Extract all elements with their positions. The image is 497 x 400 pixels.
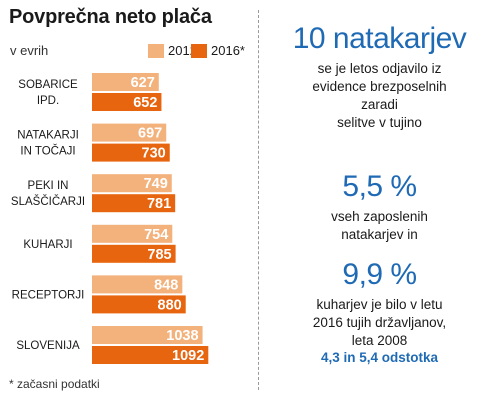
bar-value-label: 749 — [144, 176, 168, 192]
bar-value-label: 781 — [147, 196, 171, 212]
category-label: SOBARICE IPD. — [18, 79, 78, 107]
legend-swatch-2012 — [148, 43, 164, 58]
bar-2016 — [92, 295, 186, 314]
category-label: RECEPTORJI — [12, 289, 85, 301]
fact-1-line-3: zaradi — [361, 97, 398, 112]
category-label: PEKI IN SLAŠČIČARJI — [11, 180, 85, 208]
bar-2012 — [92, 174, 172, 193]
chart-subtitle: v evrih — [10, 43, 49, 58]
bar-2016 — [92, 194, 176, 213]
bar-value-label: 627 — [131, 75, 155, 91]
legend-label-2016: 2016* — [211, 43, 245, 58]
bar-2012 — [92, 275, 183, 294]
fact-2-line-1: vseh zaposlenih — [331, 209, 428, 224]
category-label: NATAKARJI IN TOČAJI — [17, 130, 79, 158]
bar-chart: SOBARICE IPD. 627 652 NATAKARJI IN TOČAJI 697 7… — [11, 73, 209, 364]
bar-value-label: 848 — [154, 277, 178, 293]
legend-swatch-2016 — [191, 43, 207, 58]
fact-3-line-1: kuharjev je bilo v letu — [316, 297, 443, 312]
bar-value-label: 1038 — [166, 328, 198, 344]
bar-value-label: 880 — [158, 297, 182, 313]
bar-value-label: 652 — [133, 95, 157, 111]
legend-item-2016: 2016* — [191, 43, 245, 58]
fact-block-1: 10 natakarjev se je letos odjavilo iz ev… — [262, 22, 497, 132]
bar-2012 — [92, 123, 167, 142]
legend-label-2012: 2012 — [168, 43, 197, 58]
bar-2012 — [92, 73, 159, 91]
fact-1-headline: 10 natakarjev — [292, 22, 467, 55]
bar-2012 — [92, 224, 173, 243]
fact-2-headline: 5,5 % — [342, 170, 417, 203]
fact-1-line-2: evidence brezposelnih — [312, 79, 447, 94]
category-label: SLOVENIJA — [16, 340, 80, 352]
fact-3-headline: 9,9 % — [342, 258, 417, 291]
bar-2016 — [92, 346, 209, 364]
bar-2016 — [92, 143, 170, 162]
fact-block-2: 5,5 % vseh zaposlenih natakarjev in — [262, 170, 497, 244]
fact-block-3: 9,9 % kuharjev je bilo v letu 2016 tujih… — [262, 258, 497, 365]
bar-value-label: 754 — [144, 227, 168, 243]
fact-2-line-2: natakarjev in — [341, 227, 418, 242]
footnote: * začasni podatki — [9, 377, 100, 391]
legend-item-2012: 2012 — [148, 43, 197, 58]
bar-value-label: 1092 — [172, 348, 204, 364]
chart-title: Povprečna neto plača — [9, 6, 212, 28]
fact-1-line-1: se je letos odjavilo iz — [317, 61, 442, 76]
bar-2016 — [92, 244, 176, 263]
fact-3-accent: 4,3 in 5,4 odstotka — [320, 350, 439, 365]
bar-value-label: 697 — [138, 126, 162, 142]
bar-value-label: 730 — [142, 146, 166, 162]
fact-3-line-2: 2016 tujih državljanov, — [312, 315, 447, 330]
bar-2016 — [92, 93, 162, 111]
fact-3-line-3: leta 2008 — [351, 333, 408, 348]
fact-1-line-4: selitve v tujino — [337, 115, 422, 130]
bar-2012 — [92, 326, 203, 344]
category-label: KUHARJI — [23, 239, 72, 251]
bar-value-label: 785 — [147, 247, 171, 263]
divider — [258, 10, 259, 390]
